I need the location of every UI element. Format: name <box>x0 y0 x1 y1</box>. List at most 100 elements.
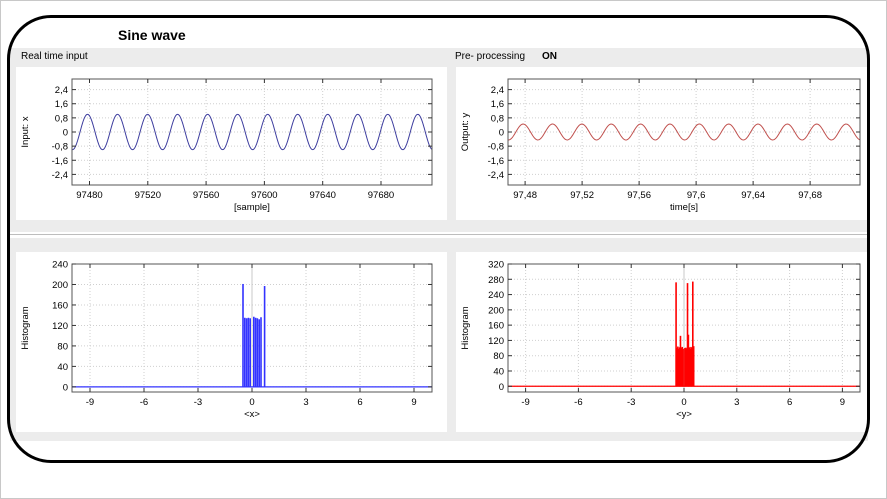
x-tick-label: 9 <box>840 397 845 408</box>
histogram-x-panel: -9 -6 -3 0 3 6 9 240 200 160 120 80 40 0 <x> Histogram <box>16 252 447 432</box>
y-tick-label: 200 <box>488 305 504 316</box>
y-tick-label: 240 <box>488 290 504 301</box>
histogram-bar <box>686 283 689 387</box>
histogram-bar <box>679 335 682 387</box>
x-tick-label: 97,48 <box>513 190 537 201</box>
x-tick-label: 9 <box>411 397 416 408</box>
input-chart: 97480 97520 97560 97600 97640 97680 2,4 1,6 0,8 0… <box>20 78 433 213</box>
y-tick-label: 0,8 <box>491 113 504 124</box>
y-tick-label: -2,4 <box>488 170 504 181</box>
y-tick-label: 1,6 <box>55 99 68 110</box>
histogram-bar <box>676 348 678 387</box>
x-tick-label: -3 <box>194 397 202 408</box>
histogram-bar <box>677 346 679 387</box>
histogram-bar <box>244 317 246 387</box>
y-tick-label: 2,4 <box>55 85 68 96</box>
input-chart-panel: 97480 97520 97560 97600 97640 97680 2,4 1,6 0,8 0… <box>16 67 447 220</box>
x-tick-label: 97600 <box>251 190 277 201</box>
y-tick-label: 120 <box>488 336 504 347</box>
y-axis-label: Histogram <box>20 306 31 349</box>
output-chart: 97,48 97,52 97,56 97,6 97,64 97,68 2,4 1,6 0,8 0 -… <box>460 78 861 213</box>
y-tick-label: -2,4 <box>52 170 68 181</box>
x-tick-label: 97680 <box>368 190 394 201</box>
x-tick-label: 97,56 <box>627 190 651 201</box>
x-tick-label: 97,6 <box>687 190 706 201</box>
histogram-bar <box>691 348 693 387</box>
x-tick-label: 97,68 <box>798 190 822 201</box>
y-tick-label: 0 <box>499 128 504 139</box>
y-tick-label: 1,6 <box>491 99 504 110</box>
histogram-bar <box>690 346 692 387</box>
histogram-bar <box>263 286 266 387</box>
histogram-bar <box>678 347 681 387</box>
x-axis-label: <y> <box>676 409 692 420</box>
histogram-bar <box>677 348 680 387</box>
y-tick-label: 2,4 <box>491 85 504 96</box>
x-tick-label: 3 <box>734 397 739 408</box>
x-tick-label: -9 <box>521 397 529 408</box>
plot-frame <box>507 78 861 186</box>
y-tick-label: 0 <box>499 382 504 393</box>
histogram-bar <box>245 318 248 387</box>
x-tick-label: -9 <box>86 397 94 408</box>
histogram-y-chart: -9 -6 -3 0 3 6 932028024020016012080400<y>Hist… <box>460 260 861 420</box>
x-tick-label: 97,52 <box>570 190 594 201</box>
histogram-bar <box>685 348 688 387</box>
page-title: Sine wave <box>118 27 186 43</box>
x-tick-label: 97640 <box>309 190 335 201</box>
y-tick-label: 280 <box>488 275 504 286</box>
y-axis-label: Output: y <box>460 112 471 151</box>
histogram-bar <box>684 348 686 387</box>
histogram-bar <box>692 281 694 387</box>
x-tick-label: -6 <box>574 397 582 408</box>
histogram-bar <box>687 334 690 387</box>
y-tick-label: 160 <box>488 321 504 332</box>
preprocessing-state: ON <box>542 51 557 62</box>
histogram-bar <box>688 347 691 387</box>
x-tick-label: 0 <box>249 397 254 408</box>
series-line <box>507 123 861 141</box>
histogram-bar <box>258 319 260 387</box>
histogram-bar <box>254 317 257 387</box>
x-tick-label: 3 <box>303 397 308 408</box>
x-axis-label: time[s] <box>670 202 698 213</box>
x-tick-label: -6 <box>140 397 148 408</box>
histogram-bar <box>242 283 244 387</box>
histogram-bar <box>247 317 250 387</box>
input-section-label: Real time input <box>21 51 88 62</box>
y-tick-label: 200 <box>52 280 68 291</box>
y-axis-label: Input: x <box>20 116 31 147</box>
x-axis-label: <x> <box>244 409 260 420</box>
y-tick-label: -1,6 <box>488 156 504 167</box>
y-tick-label: 40 <box>493 366 504 377</box>
x-axis-label: [sample] <box>234 202 270 213</box>
y-tick-label: -1,6 <box>52 156 68 167</box>
histogram-bar <box>692 346 695 387</box>
x-tick-label: 97,64 <box>741 190 765 201</box>
histogram-bar <box>249 318 251 387</box>
y-tick-label: 240 <box>52 260 68 271</box>
y-tick-label: -0,8 <box>52 142 68 153</box>
histogram-bar <box>675 282 677 387</box>
series-line <box>71 113 433 151</box>
y-tick-label: -0,8 <box>488 142 504 153</box>
preprocessing-label: Pre- processing <box>455 51 526 62</box>
histogram-bar <box>256 318 259 387</box>
y-tick-label: 0,8 <box>55 113 68 124</box>
section-divider <box>10 234 868 235</box>
y-tick-label: 320 <box>488 260 504 271</box>
y-tick-label: 80 <box>493 351 504 362</box>
histogram-bar <box>253 316 255 387</box>
y-tick-label: 0 <box>63 382 68 393</box>
histogram-bar <box>681 346 684 387</box>
y-tick-label: 40 <box>57 362 68 373</box>
x-tick-label: 97560 <box>193 190 219 201</box>
x-tick-label: 0 <box>681 397 686 408</box>
histogram-bar <box>689 348 691 387</box>
y-tick-label: 0 <box>63 128 68 139</box>
x-tick-label: 97520 <box>135 190 161 201</box>
histogram-y-panel: -9 -6 -3 0 3 6 9 320 280 240 200 160 120 80 40 0 <y> Hist… <box>456 252 868 432</box>
histogram-bar <box>680 348 683 387</box>
x-tick-label: 6 <box>357 397 362 408</box>
x-tick-label: 6 <box>787 397 792 408</box>
